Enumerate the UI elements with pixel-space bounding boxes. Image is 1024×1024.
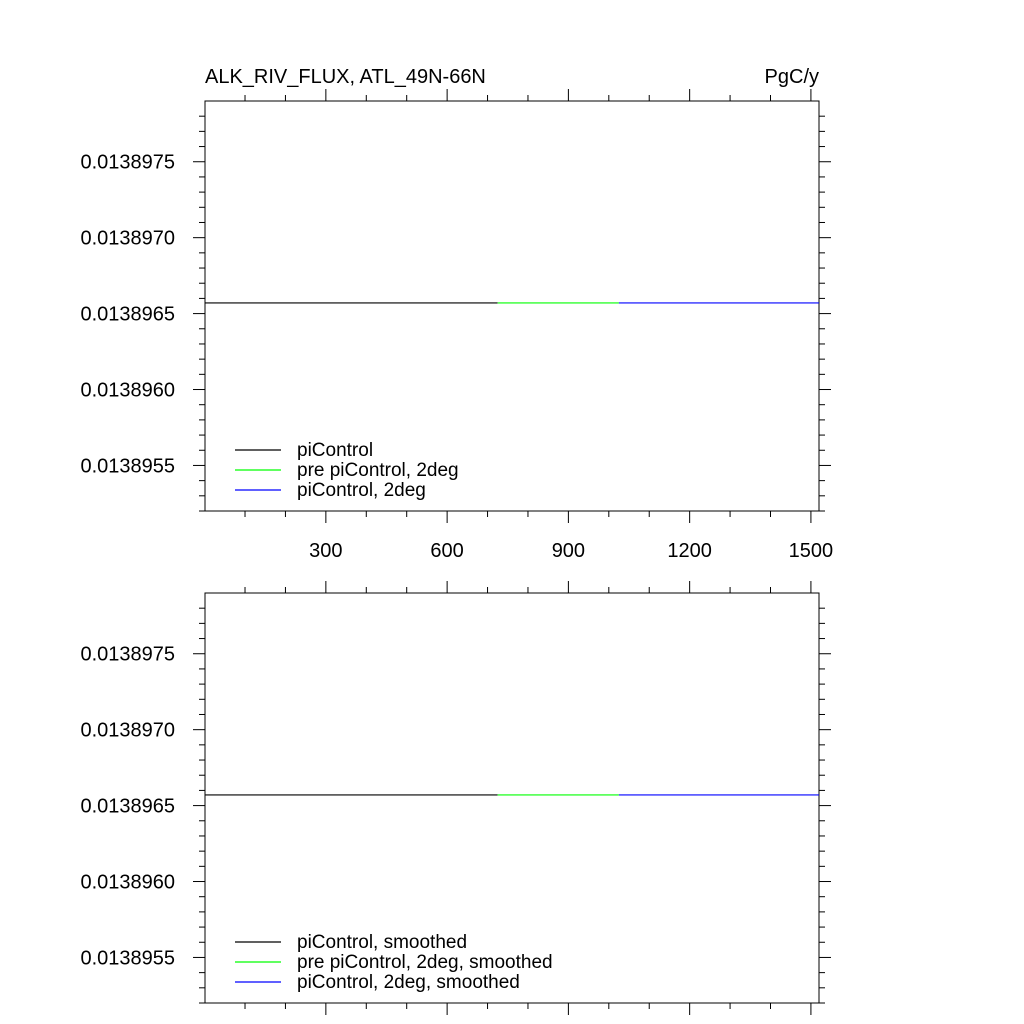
y-tick-label: 0.0138955	[80, 947, 175, 969]
x-tick-label: 1500	[789, 540, 834, 562]
y-tick-label: 0.0138970	[80, 720, 175, 742]
chart-title: ALK_RIV_FLUX, ATL_49N-66N	[205, 66, 486, 88]
x-tick-label: 300	[309, 540, 342, 562]
plot-frame	[204, 100, 820, 512]
legend-label: pre piControl, 2deg	[297, 460, 459, 481]
y-tick-label: 0.0138955	[80, 455, 175, 477]
y-tick-label: 0.0138965	[80, 796, 175, 818]
bottom-panel: 0.0138955 0.0138960 0.0138965 0.0138970 0.01…	[80, 581, 831, 1015]
y-tick-label: 0.0138960	[80, 872, 175, 894]
x-tick-label: 1200	[667, 540, 712, 562]
units-label: PgC/y	[765, 66, 819, 88]
legend-label: piControl, 2deg, smoothed	[297, 972, 520, 993]
x-tick-label: 600	[430, 540, 463, 562]
legend-label: piControl	[297, 440, 373, 461]
legend-label: pre piControl, 2deg, smoothed	[297, 952, 553, 973]
legend-label: piControl, 2deg	[297, 480, 426, 501]
plot-frame	[204, 592, 820, 1004]
legend-label: piControl, smoothed	[297, 932, 467, 953]
y-tick-label: 0.0138960	[80, 380, 175, 402]
y-tick-label: 0.0138965	[80, 304, 175, 326]
y-tick-label: 0.0138975	[80, 152, 175, 174]
x-tick-label: 900	[552, 540, 585, 562]
top-panel: 0.0138955 0.0138960 0.0138965 0.0138970 0.01…	[80, 89, 833, 562]
y-tick-label: 0.0138970	[80, 228, 175, 250]
y-tick-label: 0.0138975	[80, 644, 175, 666]
